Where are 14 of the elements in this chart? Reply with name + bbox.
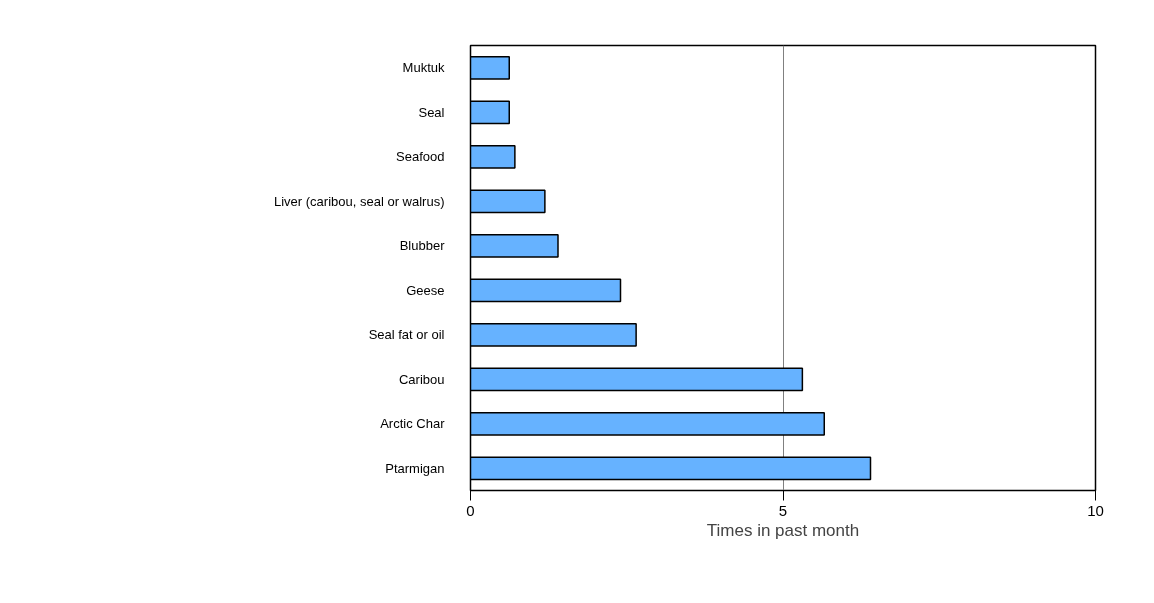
y-tick-label: Muktuk — [402, 60, 445, 76]
y-tick-label: Caribou — [398, 371, 445, 387]
y-tick-label: Geese — [406, 282, 445, 298]
y-tick-label: Ptarmigan — [385, 460, 445, 476]
y-tick-label: Arctic Char — [380, 416, 446, 432]
y-tick-label: Seal fat or oil — [368, 327, 445, 343]
y-tick-label: Seafood — [396, 149, 445, 165]
y-tick-label: Seal — [418, 104, 445, 120]
x-axis-title: Times in past month — [706, 520, 860, 540]
y-tick-label: Liver (caribou, seal or walrus) — [274, 193, 445, 209]
x-tick-label: 10 — [1087, 501, 1104, 519]
y-tick-label: Blubber — [399, 238, 446, 254]
x-tick-label: 0 — [466, 501, 475, 519]
x-tick-label: 5 — [778, 501, 788, 519]
